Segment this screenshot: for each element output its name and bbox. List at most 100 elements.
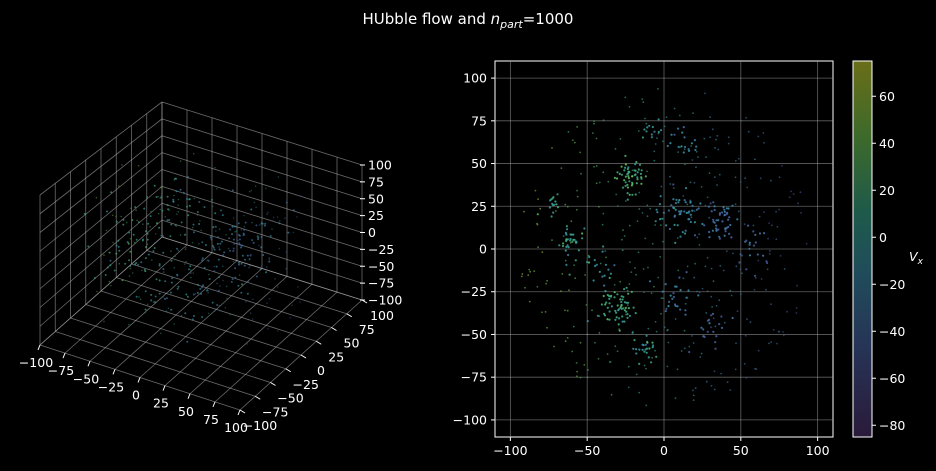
data-point	[621, 315, 624, 318]
data-point	[674, 202, 678, 205]
data-point	[645, 351, 648, 354]
data-point	[684, 313, 687, 316]
x3d-tick-mark	[112, 369, 116, 375]
data-point	[714, 347, 717, 350]
data-point-3d	[153, 184, 156, 187]
data-point	[614, 318, 617, 321]
data-point	[681, 131, 684, 134]
data-point	[633, 339, 636, 342]
data-point	[687, 148, 690, 151]
data-point	[684, 145, 687, 149]
data-point	[795, 307, 798, 309]
data-point	[638, 391, 641, 394]
data-point	[584, 274, 586, 276]
data-point-3d	[241, 254, 244, 257]
data-point	[587, 261, 591, 264]
colorbar-tick-label: 40	[879, 136, 895, 151]
data-point	[781, 164, 783, 167]
data-point-3d	[137, 164, 140, 167]
data-point	[724, 227, 727, 230]
data-point	[620, 173, 624, 176]
data-point-3d	[111, 214, 114, 217]
data-point	[754, 367, 756, 370]
scatter-2d-panel[interactable]: −100 −50 0 50 100 −100 −75 −50 −25 0 25 50 75 100	[453, 60, 834, 458]
data-point	[593, 165, 595, 168]
data-point	[566, 244, 569, 247]
data-point-3d	[190, 272, 192, 274]
data-point	[659, 256, 662, 258]
data-point	[729, 389, 732, 391]
data-point-3d	[213, 310, 216, 312]
data-point	[684, 229, 687, 232]
data-point	[715, 219, 718, 222]
data-point	[615, 316, 618, 319]
data-point-3d	[196, 283, 199, 286]
data-point-3d	[199, 287, 202, 290]
data-point	[643, 364, 646, 367]
data-point	[628, 224, 631, 227]
data-point	[610, 305, 614, 308]
data-point	[602, 171, 605, 174]
data-point-3d	[207, 292, 209, 294]
data-point	[641, 98, 644, 101]
data-point	[753, 288, 756, 291]
data-point	[672, 206, 675, 209]
data-point	[668, 300, 671, 303]
data-point-3d	[173, 179, 176, 181]
y-tick-label: 0	[479, 242, 487, 257]
data-point	[627, 386, 630, 389]
data-point	[630, 271, 633, 273]
data-point	[685, 271, 688, 274]
data-point	[673, 223, 676, 226]
data-point	[624, 96, 627, 99]
data-point	[697, 294, 700, 297]
data-point	[678, 199, 681, 202]
data-point-3d	[207, 312, 210, 315]
data-point-3d	[239, 243, 242, 246]
data-point-3d	[228, 237, 231, 240]
data-point	[622, 295, 625, 298]
data-point	[696, 290, 698, 293]
data-point	[734, 203, 737, 206]
data-point	[762, 254, 765, 257]
scatter-3d-panel[interactable]: −100−75−50−250255075100−100−75−50−250255…	[19, 101, 403, 435]
data-point	[695, 208, 699, 211]
data-point	[587, 254, 590, 257]
data-point	[659, 218, 662, 221]
data-point-3d	[220, 209, 222, 212]
data-point	[647, 356, 650, 359]
data-point	[544, 311, 547, 313]
data-point	[704, 204, 707, 207]
data-point	[743, 362, 746, 365]
data-point-3d	[244, 221, 247, 224]
data-point	[739, 293, 742, 296]
data-point	[727, 207, 730, 210]
data-point-3d	[200, 229, 202, 232]
data-point	[654, 224, 656, 226]
data-point-3d	[145, 246, 147, 248]
data-point-3d	[233, 242, 236, 245]
data-point	[689, 181, 692, 184]
data-point	[690, 145, 692, 147]
data-point	[594, 264, 597, 268]
x3d-tick-mark	[187, 393, 191, 399]
data-point-3d	[234, 276, 237, 279]
data-point	[679, 146, 681, 149]
data-point-3d	[237, 222, 240, 225]
data-point	[707, 205, 711, 208]
data-point	[688, 218, 691, 221]
data-point	[571, 350, 574, 353]
data-point	[692, 112, 694, 114]
data-point	[621, 298, 624, 301]
data-point-3d	[168, 219, 171, 221]
data-point-3d	[129, 265, 132, 267]
data-point	[635, 182, 638, 185]
data-point	[624, 175, 628, 178]
data-point	[695, 150, 698, 153]
data-point	[673, 215, 676, 218]
data-point	[723, 213, 727, 216]
data-point	[602, 294, 605, 298]
data-point-3d	[173, 194, 175, 197]
data-point	[722, 269, 725, 272]
data-point	[715, 138, 717, 141]
